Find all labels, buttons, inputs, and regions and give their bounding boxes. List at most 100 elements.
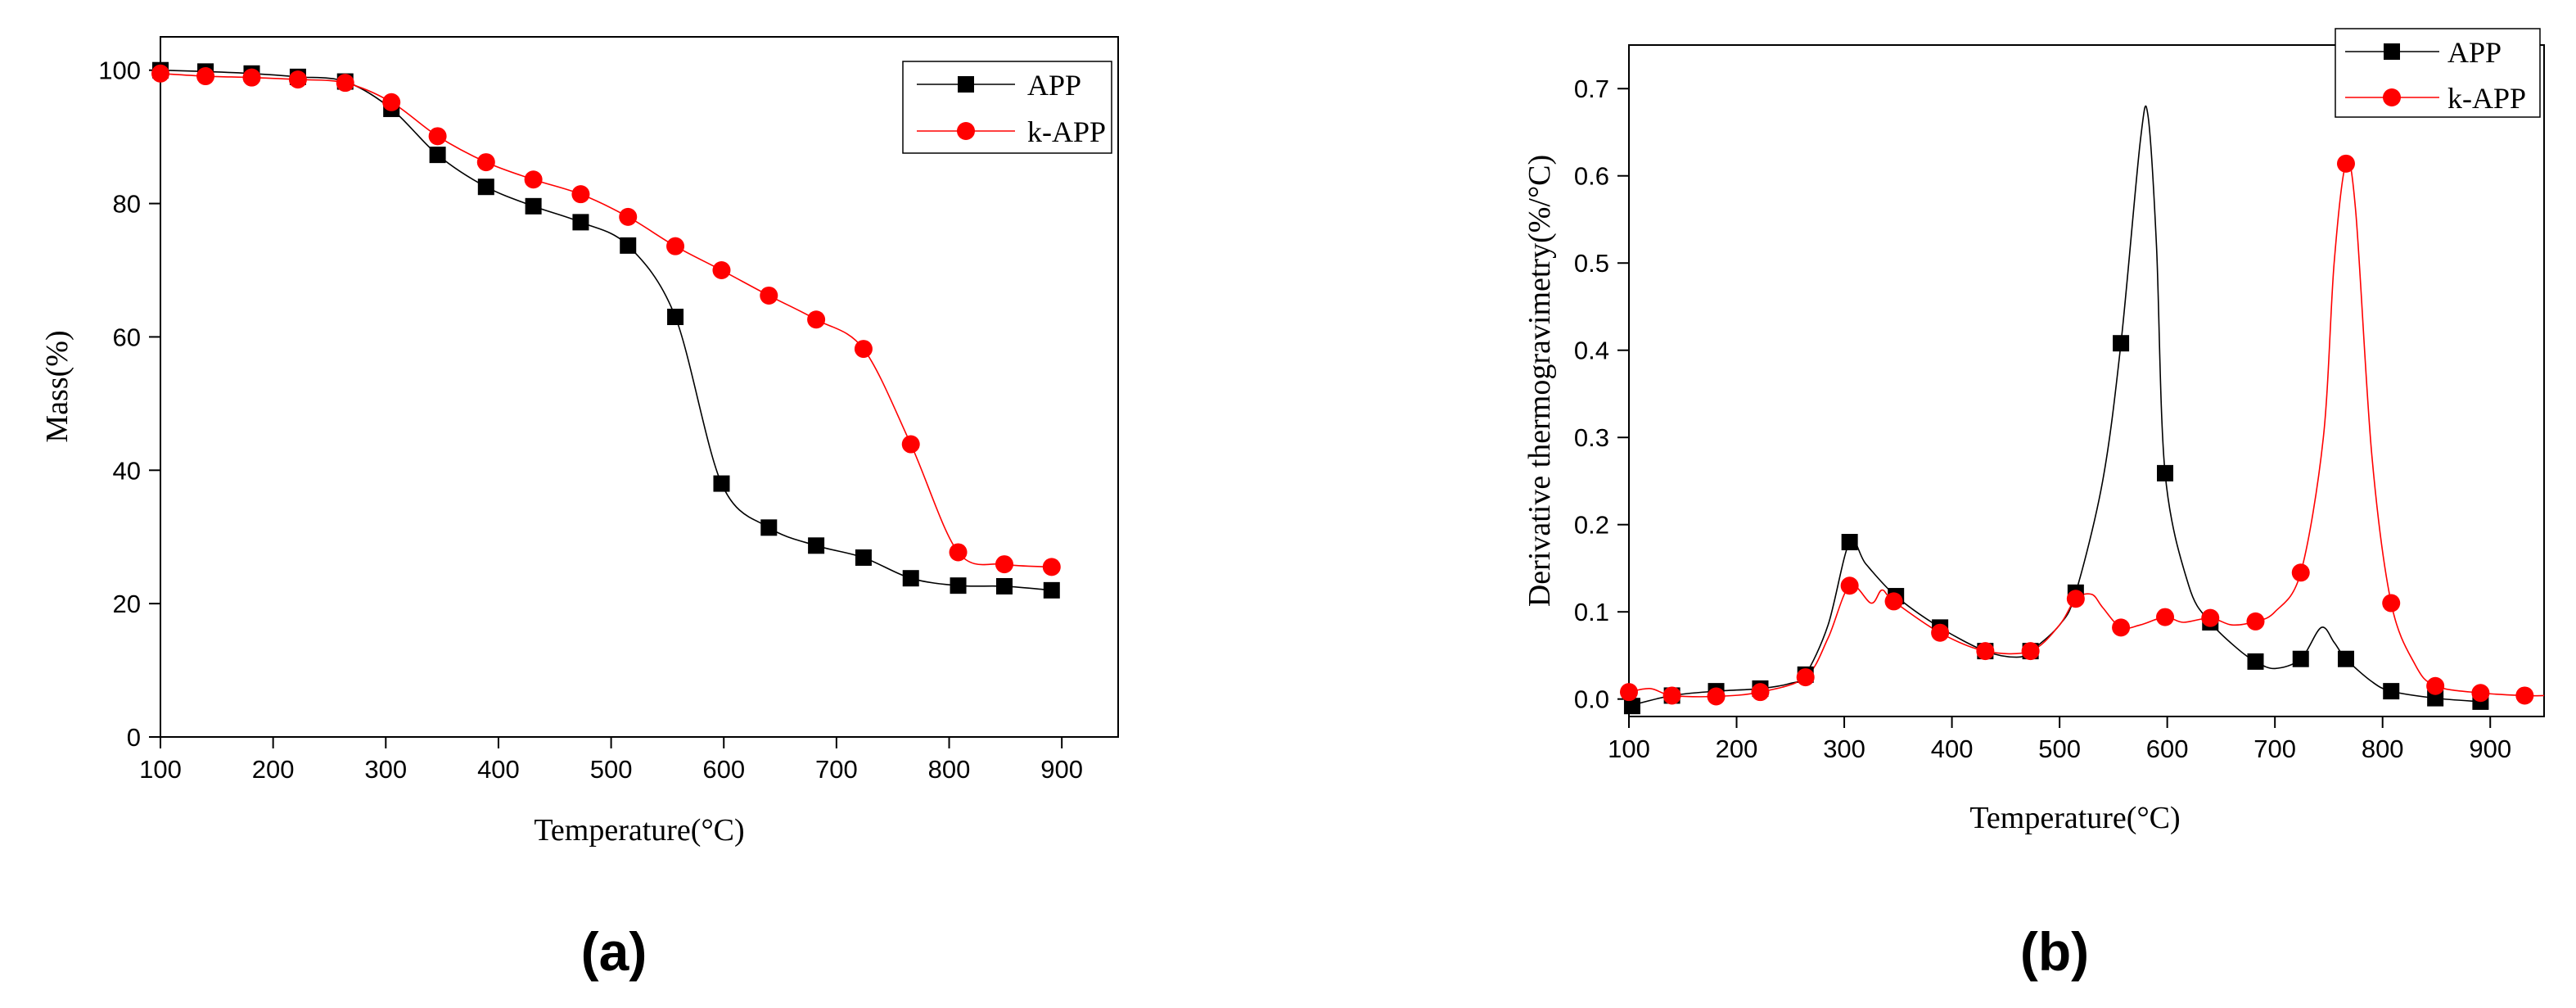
panel-b-y-tick-label: 0.1 — [1574, 598, 1609, 626]
panel-b-legend-box — [2335, 28, 2541, 118]
panel-a-point-app — [760, 519, 778, 536]
panel-a-point-k-app — [571, 185, 590, 204]
panel-a-point-app — [902, 570, 919, 587]
panel-a-legend-app-label: APP — [1027, 69, 1081, 102]
panel-b-y-tick-label: 0.7 — [1574, 75, 1609, 103]
panel-a-y-tick-label: 80 — [113, 190, 141, 219]
panel-b-legend-kapp-label: k-APP — [2447, 82, 2526, 115]
panel-a-point-app — [995, 577, 1013, 594]
panel-b-point-k-app — [2426, 676, 2445, 695]
panel-b-markers — [1620, 154, 2534, 715]
panel-a-point-k-app — [151, 64, 169, 83]
panel-b-label: (b) — [2020, 921, 2089, 982]
panel-a-x-tick-label: 200 — [252, 755, 295, 784]
panel-a-y-tick-label: 60 — [113, 323, 141, 351]
panel-b-x-tick-label: 600 — [2146, 735, 2189, 763]
panel-b-x-tick-label: 800 — [2362, 735, 2404, 763]
panel-a-point-app — [572, 214, 589, 231]
panel-a-x-tick-label: 500 — [590, 755, 633, 784]
panel-a-point-app — [713, 475, 730, 492]
panel-b-point-k-app — [2471, 684, 2490, 703]
panel-a-ticks: 100 200 300 400 500 600 700 800 900 0 20 40 60 80 100 — [98, 57, 1083, 784]
panel-a-plot-frame — [160, 36, 1119, 738]
panel-b-point-app — [2427, 689, 2444, 707]
panel-a-x-tick-label: 600 — [702, 755, 745, 784]
panel-b-curves — [1628, 105, 2545, 707]
panel-a-point-k-app — [382, 93, 401, 111]
panel-a-x-tick-label: 900 — [1040, 755, 1083, 784]
panel-b-point-app — [2383, 683, 2400, 700]
panel-b-point-k-app — [2201, 608, 2220, 627]
panel-b-ticks: 100 200 300 400 500 600 700 800 900 0.0 0.1 0.2 0.3 0… — [1574, 75, 2511, 763]
panel-a-y-axis-title: Mass(%) — [40, 330, 74, 442]
panel-b-point-k-app — [1751, 683, 1770, 702]
panel-a-label: (a) — [581, 921, 647, 982]
panel-b-point-k-app — [1620, 683, 1638, 702]
panel-a-point-k-app — [949, 543, 968, 562]
panel-b-point-k-app — [2382, 594, 2401, 612]
panel-a-point-app — [950, 577, 967, 594]
panel-b-y-tick-label: 0.4 — [1574, 337, 1609, 365]
panel-b-y-axis-title: Derivative thermogravimetry(%/°C) — [1523, 155, 1557, 607]
panel-b-x-tick-label: 700 — [2253, 735, 2296, 763]
panel-a-legend-kapp-label: k-APP — [1027, 115, 1106, 148]
panel-b-point-app — [2247, 653, 2264, 670]
panel-b-y-tick-label: 0.6 — [1574, 162, 1609, 191]
panel-a-legend-box — [902, 61, 1112, 154]
panel-a-point-k-app — [619, 207, 638, 226]
panel-b-point-app — [1841, 534, 1858, 551]
panel-b-point-k-app — [1796, 668, 1815, 687]
panel-b-point-app — [2113, 335, 2130, 352]
panel-a-point-k-app — [336, 74, 354, 93]
panel-b-point-k-app — [1840, 576, 1859, 595]
panel-b-plot-frame — [1628, 44, 2545, 717]
panel-b-x-tick-label: 100 — [1608, 735, 1650, 763]
panel-b-series-line-k-app — [1628, 160, 2545, 698]
panel-a-point-k-app — [995, 555, 1013, 574]
panel-a-point-app — [620, 237, 637, 254]
panel-b-point-k-app — [2021, 642, 2040, 661]
panel-a-point-app — [525, 197, 542, 215]
panel-a-x-tick-label: 100 — [139, 755, 182, 784]
panel-a-legend: APP k-APP — [902, 61, 1112, 154]
panel-a-y-tick-label: 40 — [113, 456, 141, 485]
panel-b-point-k-app — [1976, 642, 1995, 661]
panel-a-point-k-app — [760, 286, 778, 305]
panel-a-point-app — [1043, 581, 1060, 599]
panel-b-x-tick-label: 900 — [2469, 735, 2511, 763]
panel-a-point-k-app — [712, 261, 731, 279]
panel-a-x-tick-label: 300 — [364, 755, 407, 784]
panel-a-mass-chart: 100 200 300 400 500 600 700 800 900 0 20 40 60 80100 … — [40, 36, 1119, 982]
panel-b-point-k-app — [1884, 592, 1903, 611]
panel-a-point-app — [855, 549, 872, 566]
panel-a-point-k-app — [901, 435, 920, 454]
panel-b-x-tick-label: 400 — [1931, 735, 1974, 763]
panel-b-y-tick-label: 0.3 — [1574, 423, 1609, 452]
panel-b-x-tick-label: 200 — [1716, 735, 1758, 763]
panel-a-point-app — [477, 179, 494, 196]
panel-b-point-k-app — [1707, 687, 1726, 706]
panel-b-legend-kapp-marker — [2383, 88, 2401, 106]
panel-b-legend: APP k-APP — [2335, 28, 2541, 118]
panel-a-point-k-app — [1042, 558, 1061, 576]
panel-a-point-k-app — [854, 340, 873, 359]
panel-b-point-app — [2337, 650, 2354, 667]
panel-b-y-tick-label: 0.2 — [1574, 511, 1609, 540]
panel-a-x-axis-title: Temperature(°C) — [534, 813, 744, 848]
panel-b-legend-app-marker — [2384, 43, 2400, 60]
panel-b-point-k-app — [2112, 618, 2131, 637]
panel-b-point-k-app — [2291, 563, 2310, 582]
panel-b-point-k-app — [2515, 686, 2534, 705]
panel-b-y-tick-label: 0.5 — [1574, 249, 1609, 278]
panel-a-y-tick-label: 100 — [98, 57, 141, 85]
panel-a-point-app — [429, 147, 446, 164]
panel-b-point-k-app — [2246, 612, 2265, 631]
panel-a-point-k-app — [196, 67, 215, 86]
panel-a-x-tick-label: 400 — [477, 755, 520, 784]
panel-b-x-tick-label: 500 — [2038, 735, 2081, 763]
panel-b-point-app — [2292, 650, 2309, 667]
panel-b-point-app — [1623, 698, 1640, 715]
panel-a-point-k-app — [242, 68, 261, 87]
panel-b-point-k-app — [2156, 608, 2175, 626]
